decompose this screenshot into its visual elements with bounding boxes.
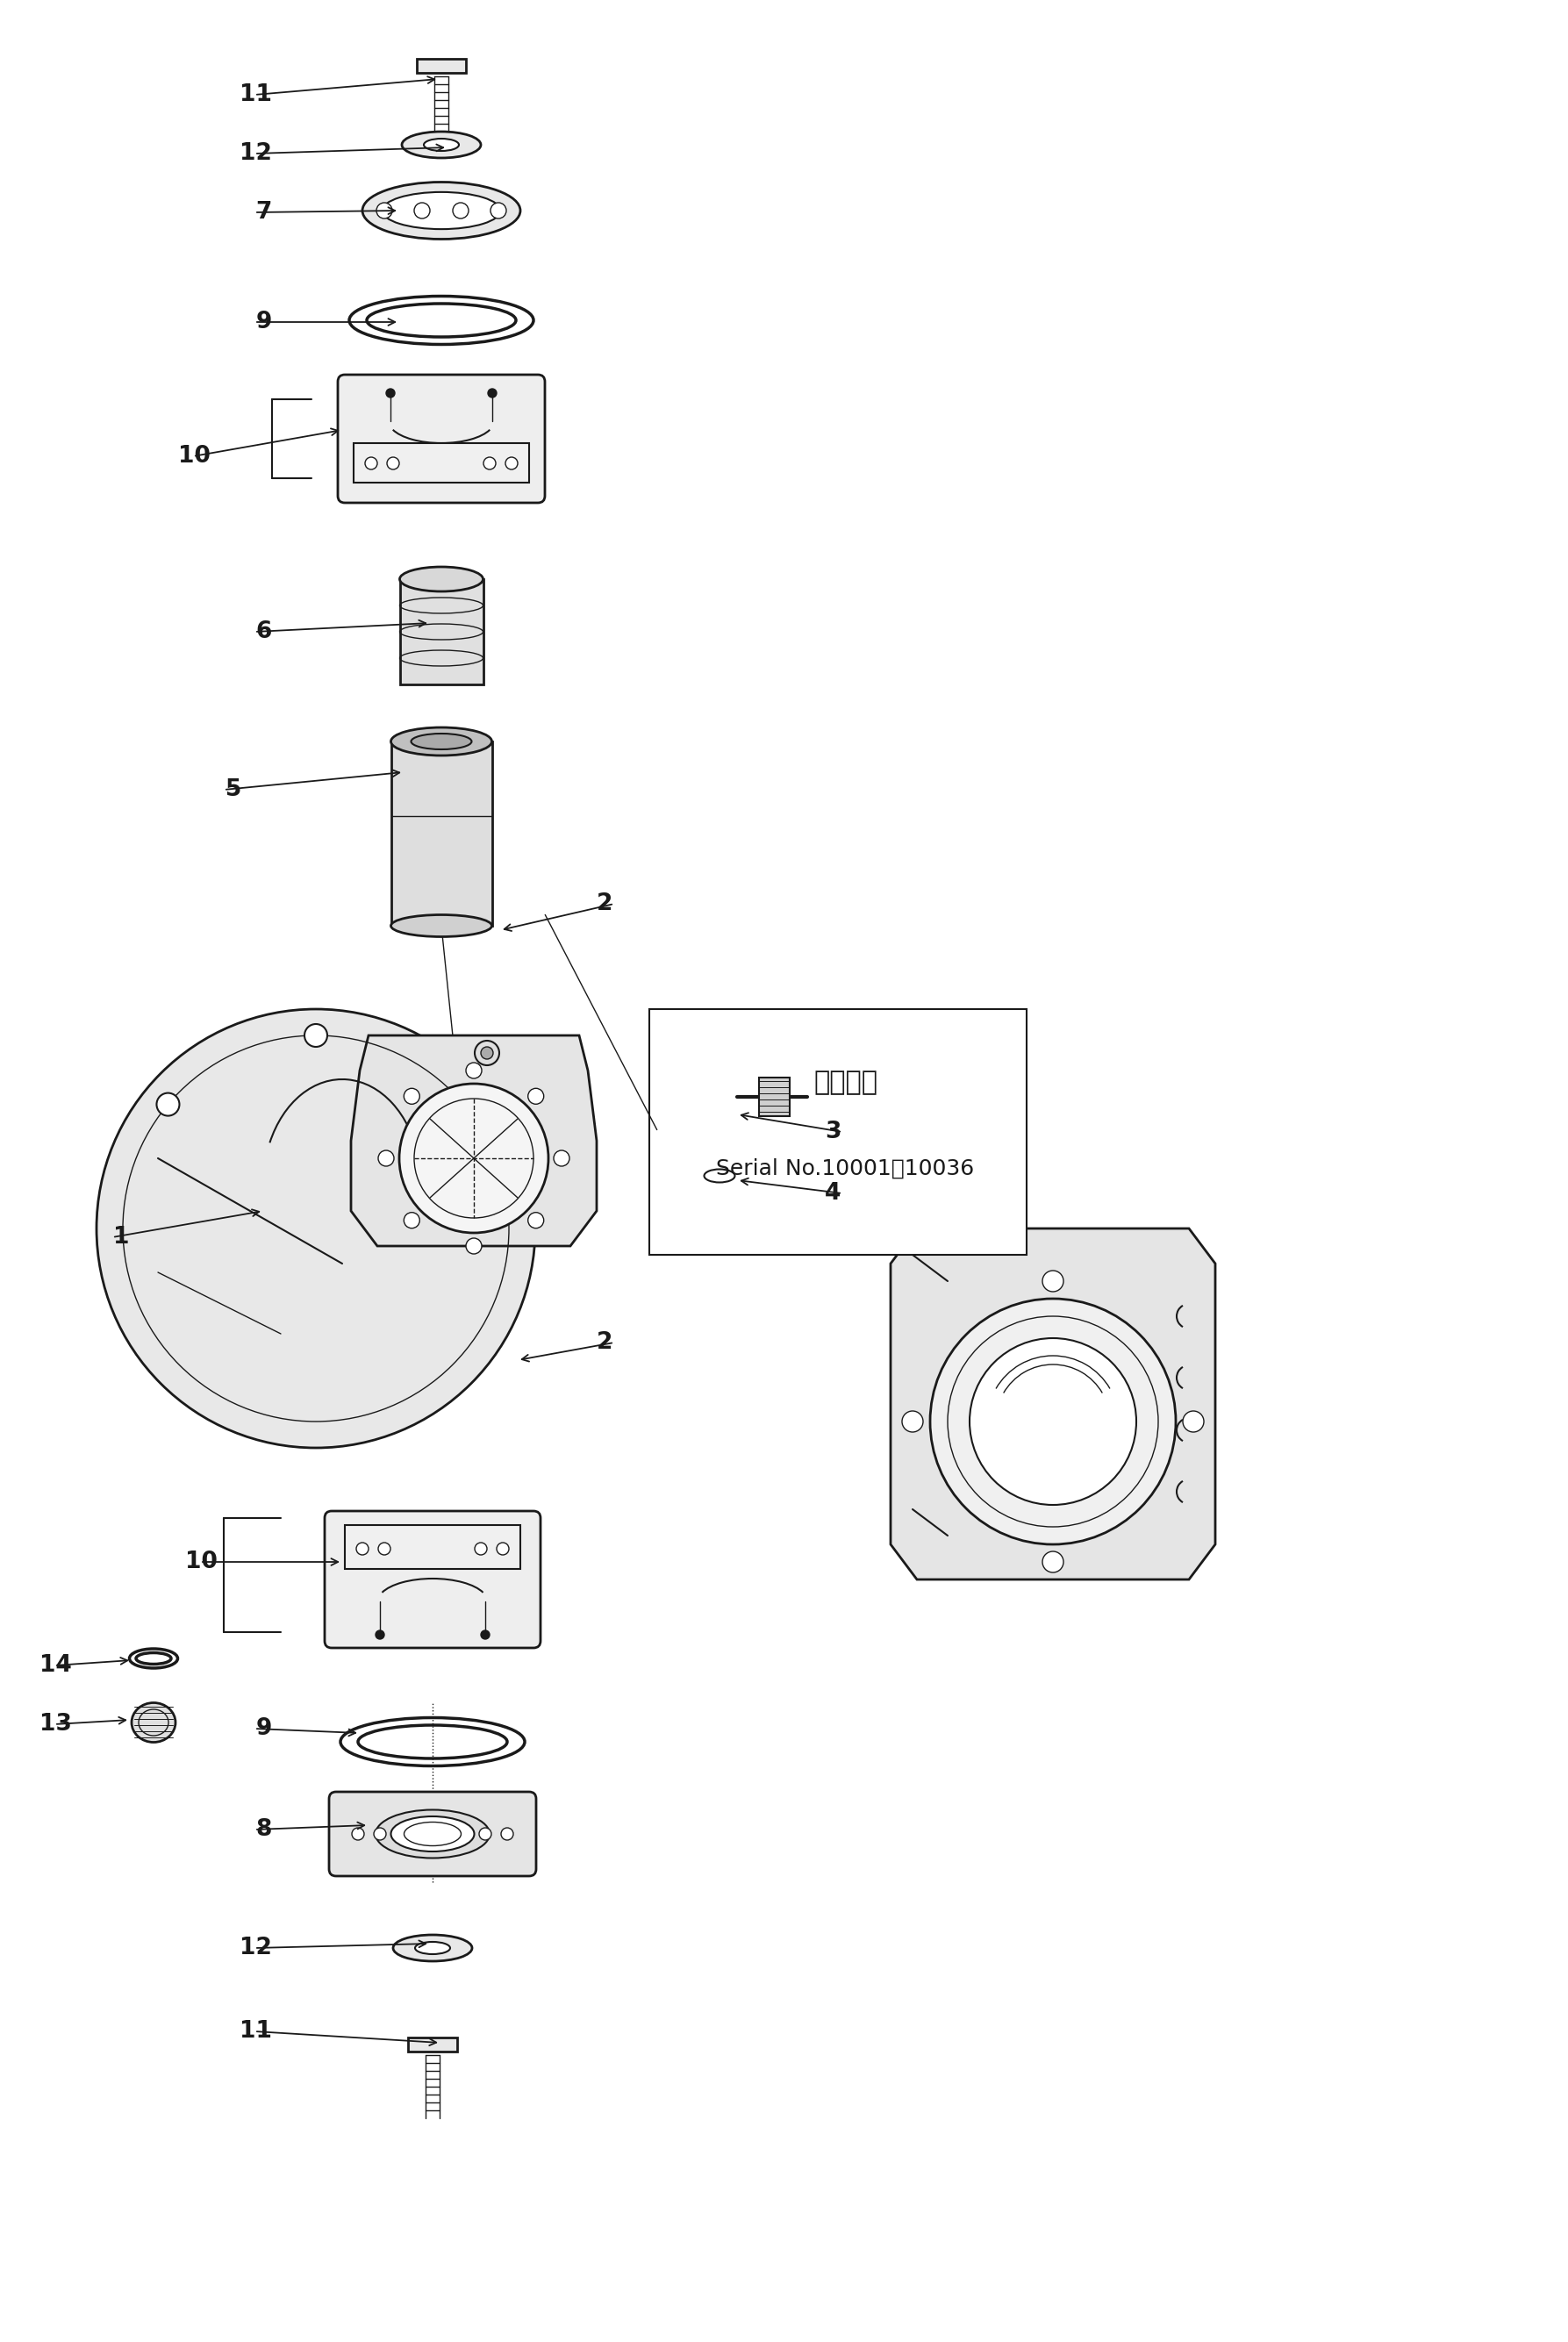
Polygon shape: [408, 2038, 458, 2052]
Ellipse shape: [416, 1942, 450, 1953]
Bar: [345, 1525, 521, 1569]
Text: 5: 5: [226, 778, 241, 801]
Circle shape: [351, 1827, 364, 1841]
Circle shape: [1182, 1410, 1204, 1431]
Bar: [392, 742, 492, 925]
Circle shape: [491, 204, 506, 218]
Circle shape: [488, 389, 497, 398]
Circle shape: [554, 1150, 569, 1166]
Circle shape: [483, 457, 495, 468]
Circle shape: [416, 1105, 439, 1129]
Text: 10: 10: [185, 1550, 218, 1574]
Ellipse shape: [132, 1703, 176, 1742]
Circle shape: [400, 1084, 549, 1232]
Circle shape: [528, 1089, 544, 1103]
Circle shape: [475, 1040, 499, 1066]
Text: 9: 9: [256, 311, 271, 333]
FancyBboxPatch shape: [329, 1792, 536, 1876]
Circle shape: [466, 1239, 481, 1253]
Circle shape: [378, 1150, 394, 1166]
Polygon shape: [891, 1230, 1215, 1579]
Circle shape: [930, 1300, 1176, 1543]
Ellipse shape: [400, 567, 483, 593]
Bar: [400, 578, 483, 684]
Text: 適用号機: 適用号機: [814, 1070, 878, 1096]
Bar: [649, 1009, 1027, 1255]
Bar: [354, 443, 528, 482]
Circle shape: [378, 1543, 390, 1555]
Text: 13: 13: [39, 1712, 72, 1735]
Polygon shape: [417, 59, 466, 73]
Ellipse shape: [411, 733, 472, 749]
Circle shape: [528, 1213, 544, 1227]
Ellipse shape: [390, 728, 492, 756]
Ellipse shape: [383, 192, 500, 230]
Text: 9: 9: [256, 1717, 271, 1740]
Ellipse shape: [376, 1810, 489, 1857]
Circle shape: [475, 1543, 488, 1555]
Circle shape: [387, 457, 400, 468]
Text: 7: 7: [256, 201, 271, 225]
Circle shape: [505, 457, 517, 468]
Text: 12: 12: [240, 1937, 271, 1960]
Circle shape: [481, 1047, 492, 1059]
Ellipse shape: [390, 916, 492, 937]
Circle shape: [97, 1009, 535, 1447]
Ellipse shape: [362, 183, 521, 239]
Circle shape: [405, 1213, 420, 1227]
Circle shape: [1043, 1550, 1063, 1571]
Circle shape: [304, 1023, 328, 1047]
Text: 2: 2: [597, 892, 613, 916]
Circle shape: [405, 1089, 420, 1103]
Circle shape: [453, 204, 469, 218]
Circle shape: [365, 457, 378, 468]
Circle shape: [376, 1630, 384, 1639]
Circle shape: [481, 1630, 489, 1639]
Text: 11: 11: [240, 2019, 271, 2042]
Text: 6: 6: [256, 621, 271, 644]
Ellipse shape: [423, 138, 459, 150]
Circle shape: [466, 1063, 481, 1077]
Polygon shape: [351, 1035, 597, 1246]
Text: 14: 14: [39, 1653, 72, 1677]
Circle shape: [480, 1827, 491, 1841]
Ellipse shape: [401, 131, 481, 157]
Circle shape: [373, 1827, 386, 1841]
Bar: [759, 1077, 790, 1117]
Circle shape: [902, 1410, 924, 1431]
Circle shape: [376, 204, 392, 218]
Circle shape: [356, 1543, 368, 1555]
Text: 8: 8: [256, 1817, 271, 1841]
FancyBboxPatch shape: [337, 375, 546, 504]
Circle shape: [157, 1094, 179, 1115]
Text: 3: 3: [825, 1119, 840, 1143]
Text: 4: 4: [825, 1183, 840, 1204]
Circle shape: [386, 389, 395, 398]
Ellipse shape: [394, 1934, 472, 1960]
Circle shape: [414, 204, 430, 218]
Text: 11: 11: [240, 84, 271, 105]
FancyBboxPatch shape: [325, 1511, 541, 1649]
Text: 12: 12: [240, 143, 271, 164]
Circle shape: [969, 1337, 1137, 1506]
Text: 1: 1: [113, 1225, 130, 1248]
Text: 2: 2: [597, 1330, 613, 1354]
Ellipse shape: [390, 1817, 474, 1853]
Circle shape: [502, 1827, 513, 1841]
Text: Serial No.10001～10036: Serial No.10001～10036: [717, 1159, 975, 1180]
Text: 10: 10: [179, 445, 210, 468]
Circle shape: [1043, 1272, 1063, 1293]
Circle shape: [497, 1543, 510, 1555]
